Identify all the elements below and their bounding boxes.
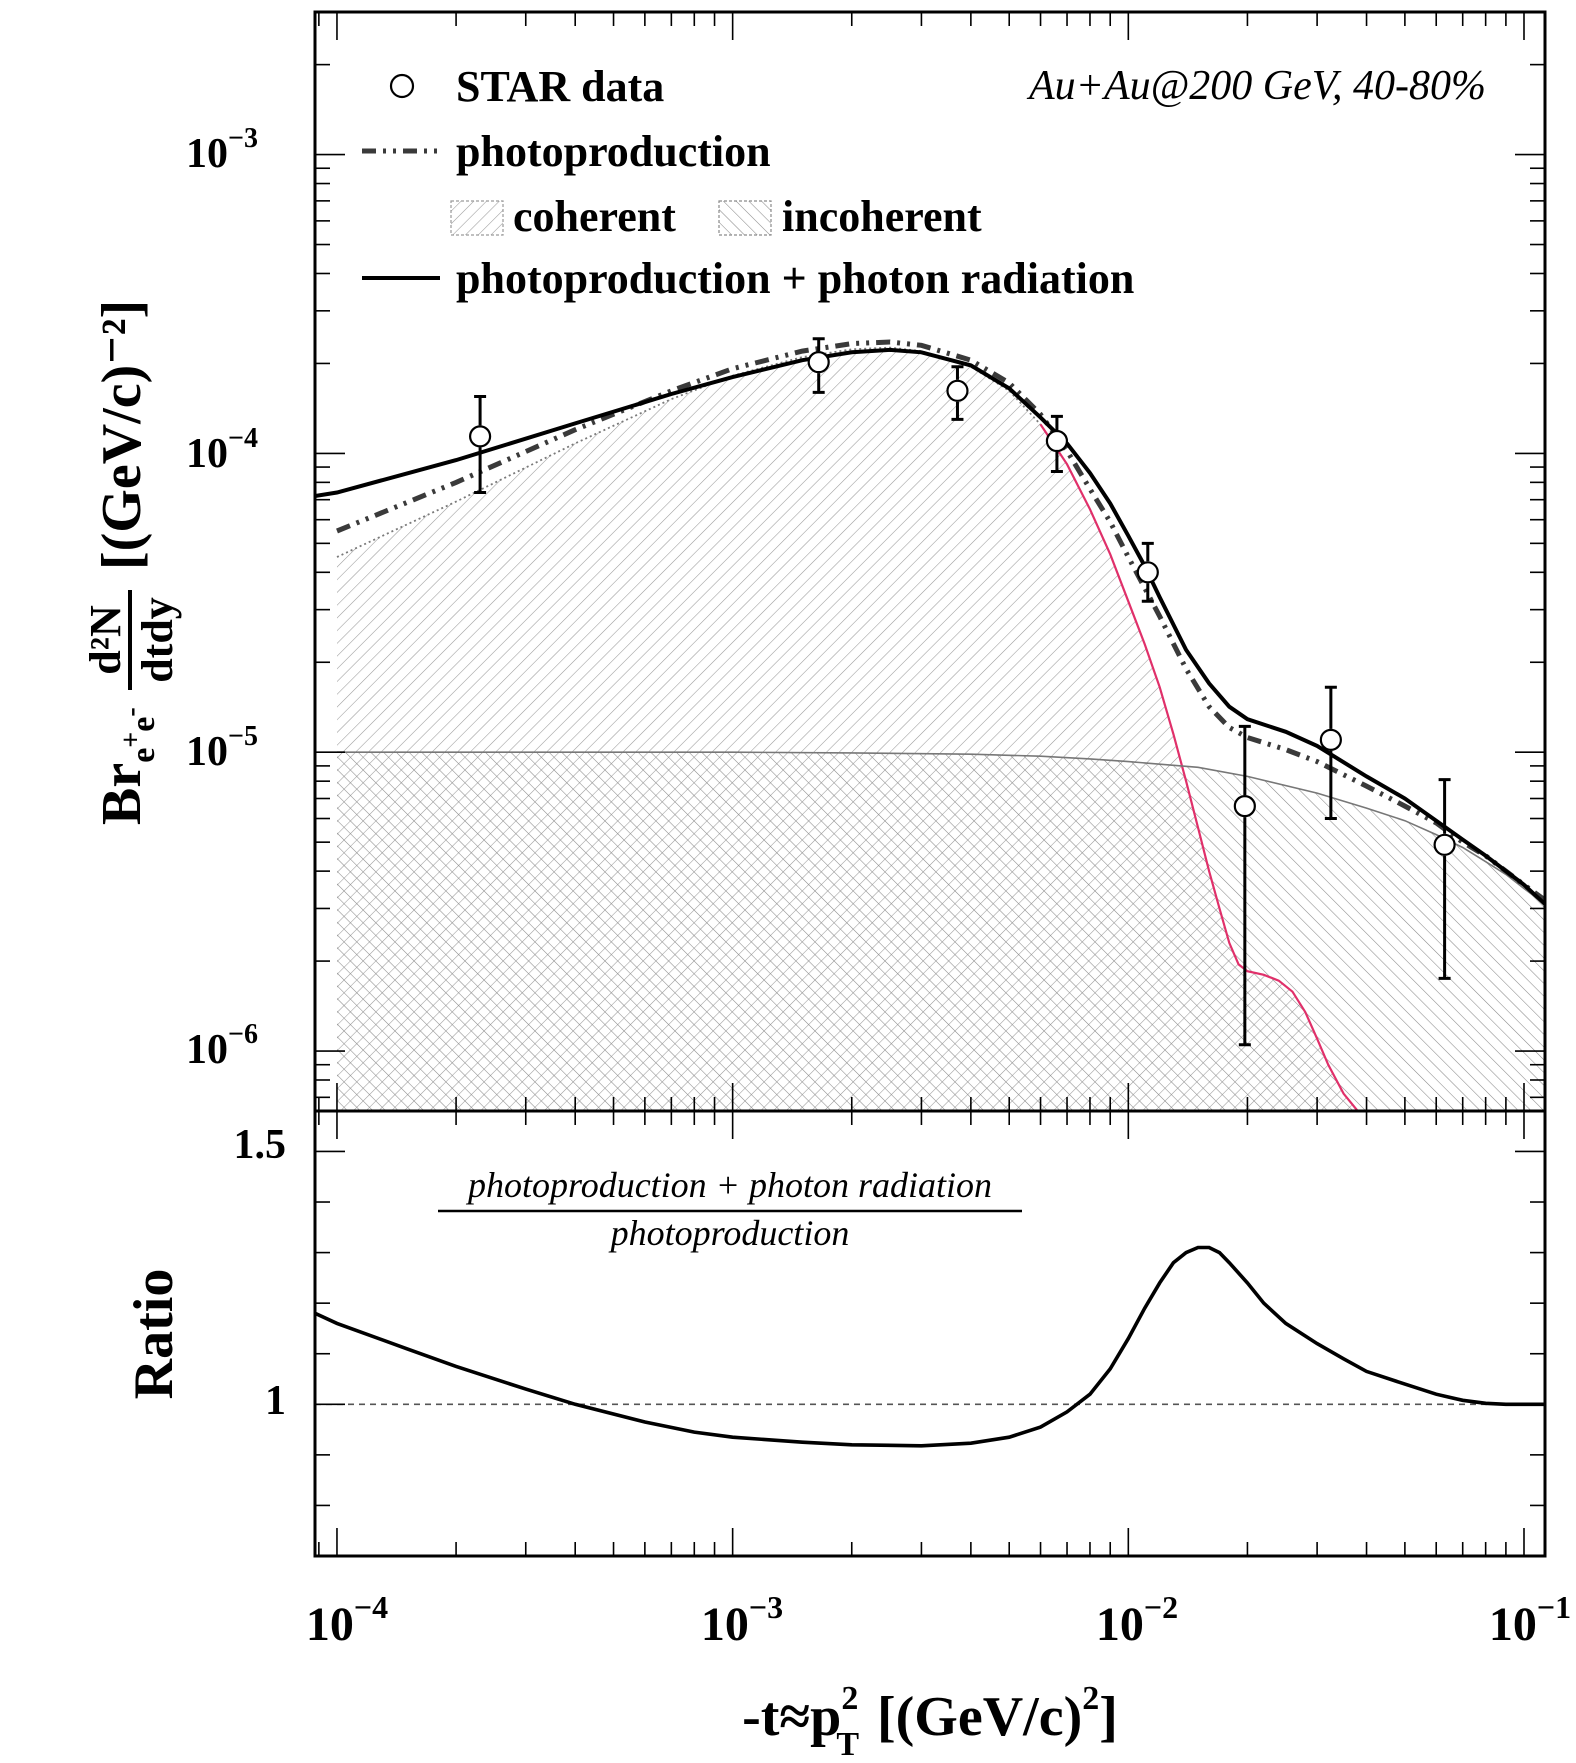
legend-incoherent-swatch [718,200,772,236]
ratio-y-tick-1: 1 [265,1378,286,1424]
star-error-bar [812,337,825,394]
star-data-point [1136,561,1159,584]
x-tick-label-1e-1: 10−1 [1489,1589,1571,1651]
x-tick-label-1e-2: 10−2 [1096,1589,1178,1651]
legend-star-label: STAR data [456,62,664,111]
star-error-bar [1324,685,1337,821]
star-error-bar [951,365,964,421]
bottom-axis-ticks [315,1111,1545,1557]
star-data-point [1045,429,1069,453]
star-data-point [1319,728,1342,751]
star-data-point [946,379,969,402]
star-error-bar [1141,541,1154,603]
x-tick-labels: 10−4 10−3 10−2 10−1 [306,1589,1571,1651]
x-tick-label-1e-3: 10−3 [701,1589,783,1651]
legend-coherent-label: coherent [513,192,676,241]
ratio-y-tick-1-5: 1.5 [234,1122,287,1168]
ratio-panel: 1.5 1 Ratio photoproduction + photon rad… [123,1109,1571,1763]
bottom-frame [313,1109,1547,1558]
legend-photo-label: photoproduction [456,127,771,176]
spectrum-panel: 10−3 10−4 10−5 10−6 Bre+e- d²N dtdy [(Ge… [81,10,1547,1113]
ratio-curve [315,1245,1545,1448]
coherent-tail-curve [1039,423,1360,1111]
star-error-bar [1050,414,1063,473]
collision-annotation: Au+Au@200 GeV, 40-80% [1026,63,1486,109]
star-error-bar [1438,778,1451,980]
y-tick-label-1e-3: 10−3 [186,123,258,177]
photoproduction-curve [336,339,1545,903]
top-axis-ticks [315,11,1545,1111]
star-error-bar [474,395,487,494]
star-data-point [1233,795,1256,818]
legend-total-label: photoproduction + photon radiation [456,254,1134,303]
ratio-numerator: photoproduction + photon radiation [465,1165,992,1205]
top-y-tick-labels: 10−3 10−4 10−5 10−6 [186,123,258,1073]
x-tick-label-1e-4: 10−4 [306,1589,388,1651]
ratio-denominator: photoproduction [608,1213,850,1253]
legend-star-marker [389,73,415,99]
y-tick-label-1e-6: 10−6 [186,1019,258,1073]
y-tick-label-1e-4: 10−4 [186,423,258,477]
ratio-y-axis-title: Ratio [123,1269,185,1400]
legend: STAR data photoproduction coherent incoh… [362,62,1134,303]
top-y-axis-title: Bre+e- d²N dtdy [(GeV/c)⁻²] [81,300,182,825]
star-data-point [468,425,492,448]
incoherent-hatched-area [337,752,1545,1111]
y-tick-label-1e-5: 10−5 [186,721,258,775]
star-data-points [468,337,1456,1047]
svg-text:[(GeV/c)⁻²]: [(GeV/c)⁻²] [91,300,153,570]
star-data-point [1433,833,1456,856]
x-axis-title: -t≈p2 T [(GeV/c)2] [742,1680,1118,1763]
legend-coherent-swatch [450,200,504,236]
svg-text:Bre+e-: Bre+e- [91,707,162,825]
legend-incoherent-label: incoherent [782,192,982,241]
star-error-bar [1238,724,1251,1047]
star-data-point [807,351,830,374]
svg-text:d²N: d²N [81,605,130,675]
svg-text:dtdy: dtdy [133,597,182,683]
total-curve [315,347,1545,906]
incoherent-curve [337,751,1545,905]
ratio-formula: photoproduction + photon radiation photo… [438,1165,1022,1253]
